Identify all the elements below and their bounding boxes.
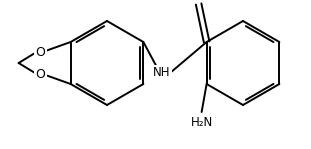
Text: NH: NH <box>153 66 171 80</box>
Text: O: O <box>36 67 46 80</box>
Text: O: O <box>36 45 46 59</box>
Text: H₂N: H₂N <box>191 116 213 129</box>
